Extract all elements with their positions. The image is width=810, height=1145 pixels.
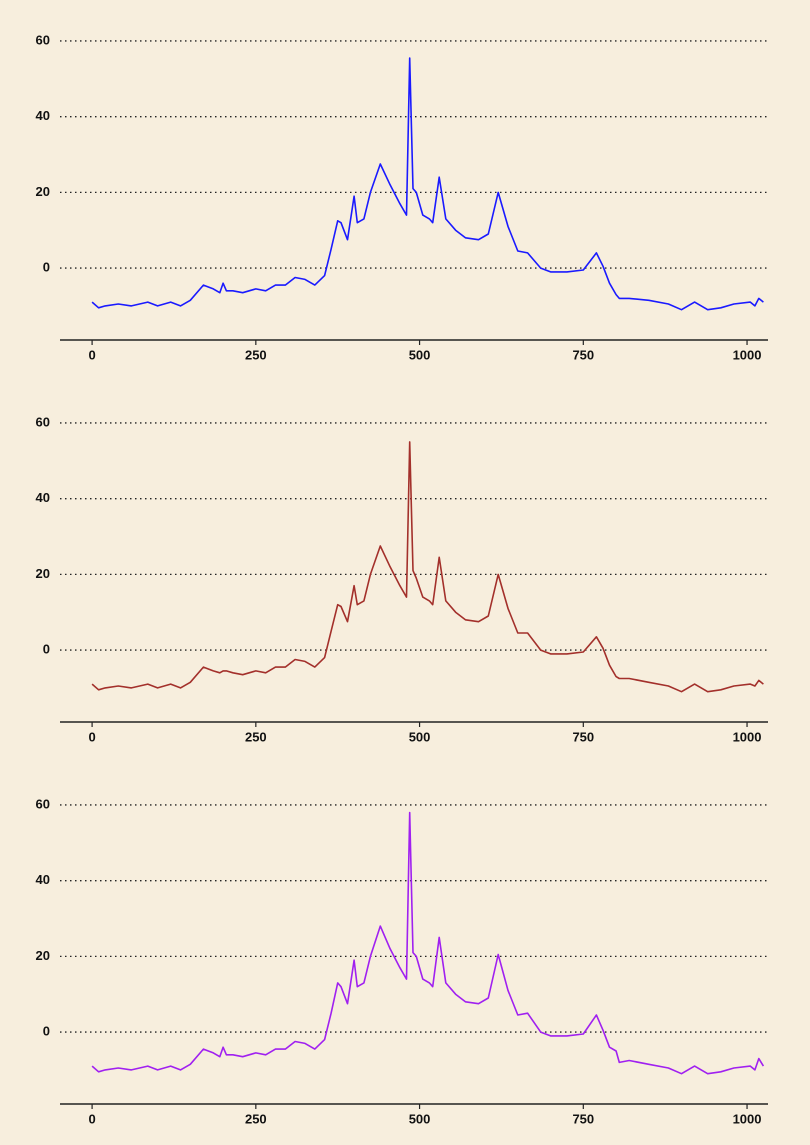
x-tick-label: 0	[88, 729, 95, 744]
x-tick-label: 0	[88, 347, 95, 362]
y-tick-label: 0	[43, 1024, 50, 1039]
x-tick-label: 500	[409, 1111, 431, 1126]
x-tick-label: 750	[572, 347, 594, 362]
y-tick-label: 40	[36, 872, 50, 887]
y-tick-label: 40	[36, 490, 50, 505]
y-tick-label: 60	[36, 796, 50, 811]
y-tick-label: 40	[36, 108, 50, 123]
x-tick-label: 1000	[733, 1111, 762, 1126]
y-tick-label: 0	[43, 642, 50, 657]
x-tick-label: 750	[572, 1111, 594, 1126]
y-tick-label: 0	[43, 260, 50, 275]
x-tick-label: 250	[245, 1111, 267, 1126]
y-tick-label: 20	[36, 184, 50, 199]
y-tick-label: 60	[36, 32, 50, 47]
y-tick-label: 20	[36, 566, 50, 581]
data-line	[91, 57, 764, 311]
data-line	[91, 441, 764, 693]
x-tick-label: 0	[88, 1111, 95, 1126]
y-tick-label: 20	[36, 948, 50, 963]
y-tick-label: 60	[36, 414, 50, 429]
x-tick-label: 500	[409, 347, 431, 362]
x-tick-label: 1000	[733, 347, 762, 362]
data-line	[91, 811, 765, 1075]
x-tick-label: 250	[245, 729, 267, 744]
x-tick-label: 500	[409, 729, 431, 744]
x-tick-label: 1000	[733, 729, 762, 744]
x-tick-label: 250	[245, 347, 267, 362]
x-tick-label: 750	[572, 729, 594, 744]
